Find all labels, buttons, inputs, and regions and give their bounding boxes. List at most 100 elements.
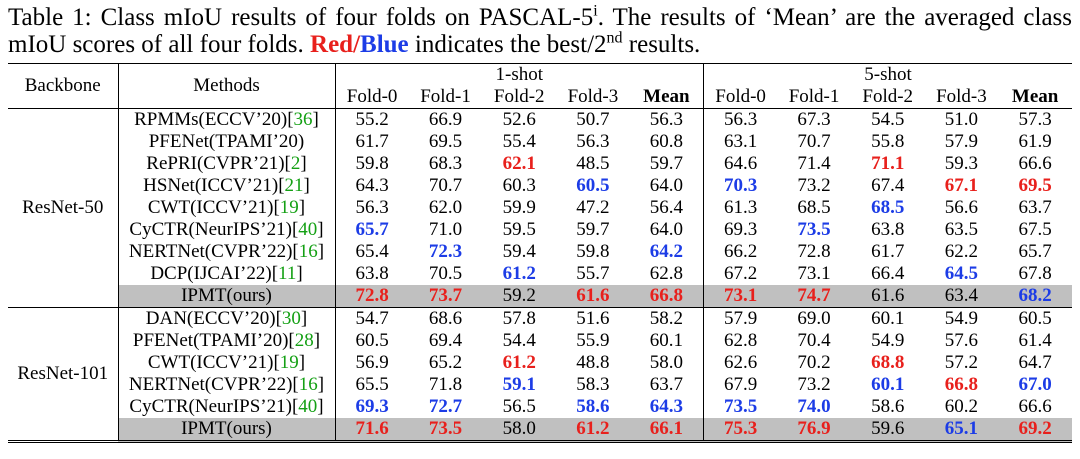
column-header: Fold-3 [924, 86, 999, 109]
column-header: Fold-3 [556, 86, 630, 109]
value-cell: 60.5 [998, 307, 1072, 330]
citation: 36 [293, 109, 313, 130]
value-cell: 56.3 [703, 108, 778, 131]
value-cell: 54.9 [871, 330, 905, 351]
method-name: DCP(IJCAI’22)[ [150, 263, 279, 284]
value-cell: 74.0 [797, 396, 831, 417]
value-cell: 68.5 [797, 197, 831, 218]
method-cell: IPMT(ours) [118, 418, 336, 442]
value-cell: 66.2 [723, 241, 758, 262]
method-name: PFENet(TPAMI’20) [148, 131, 305, 152]
citation: 40 [298, 396, 318, 417]
value-cell: 66.6 [1018, 153, 1052, 174]
value-cell: 61.6 [556, 285, 630, 308]
value-cell: 56.4 [629, 197, 704, 219]
method-cell: PFENet(TPAMI’20)[28] [118, 330, 336, 352]
group-header: 5-shot [864, 64, 912, 85]
value-cell: 59.7 [576, 219, 610, 240]
method-cell: HSNet(ICCV’21)[21] [118, 175, 336, 197]
value-cell: 55.4 [502, 131, 536, 152]
value-cell: 56.3 [576, 131, 610, 152]
value-cell: 76.9 [777, 418, 851, 442]
value-cell: 57.9 [703, 307, 778, 330]
value-cell: 71.0 [428, 219, 463, 240]
value-cell: 56.3 [629, 108, 704, 131]
value-cell: 61.7 [355, 131, 389, 152]
column-header: Mean [998, 86, 1072, 109]
value-cell: 73.2 [797, 175, 831, 196]
value-cell: 67.1 [944, 175, 979, 196]
citation-bracket: ] [298, 352, 306, 373]
value-cell: 69.5 [1018, 175, 1052, 196]
citation: 11 [278, 263, 297, 284]
value-cell: 57.6 [944, 330, 979, 351]
backbone-cell: ResNet-50 [8, 108, 119, 308]
table-row: IPMT(ours) 71.6 73.5 58.0 61.2 66.1 75.3 76.9 59… [8, 418, 1072, 442]
table-row: NERTNet(CVPR’22)[16] 65.4 72.3 59.4 59.8 64.2… [8, 241, 1072, 263]
value-cell: 67.0 [1018, 374, 1052, 395]
value-cell: 68.3 [428, 153, 463, 174]
method-cell: RPMMs(ECCV’20)[36] [118, 108, 336, 131]
value-cell: 58.0 [482, 418, 557, 442]
method-name: NERTNet(CVPR’22)[ [128, 374, 299, 395]
header-cell: Methods [118, 63, 336, 109]
value-cell: 67.4 [871, 175, 905, 196]
value-cell: 69.3 [355, 396, 389, 417]
value-cell: 58.6 [871, 396, 905, 417]
value-cell: 60.2 [944, 396, 979, 417]
value-cell: 62.8 [629, 263, 704, 285]
value-cell: 74.7 [777, 285, 851, 308]
value-cell: 68.5 [871, 197, 905, 218]
method-cell: CWT(ICCV’21)[19] [118, 352, 336, 374]
value-cell: 71.6 [335, 418, 409, 442]
value-cell: 55.9 [576, 330, 610, 351]
method-cell: IPMT(ours) [118, 285, 336, 308]
value-cell: 68.2 [998, 285, 1072, 308]
value-cell: 64.0 [629, 175, 704, 197]
value-cell: 72.7 [428, 396, 463, 417]
method-name: NERTNet(CVPR’22)[ [128, 241, 299, 262]
method-cell: RePRI(CVPR’21)[2] [118, 153, 336, 175]
value-cell: 66.6 [1018, 396, 1052, 417]
citation-bracket: ] [300, 153, 307, 174]
citation: 19 [279, 352, 299, 373]
value-cell: 60.1 [629, 330, 704, 352]
table-row: CWT(ICCV’21)[19] 56.9 65.2 61.2 48.8 58.0 62.6… [8, 352, 1072, 374]
caption: Table 1: Class mIoU results of four fold… [8, 3, 1072, 58]
value-cell: 67.5 [1018, 219, 1052, 240]
value-cell: 61.4 [1018, 330, 1052, 351]
value-cell: 69.4 [428, 330, 463, 351]
value-cell: 62.2 [944, 241, 979, 262]
value-cell: 59.5 [502, 219, 536, 240]
value-cell: 63.8 [355, 263, 389, 284]
table-row: DCP(IJCAI’22)[11] 63.8 70.5 61.2 55.7 62.8 67.… [8, 263, 1072, 285]
value-cell: 65.7 [355, 219, 389, 240]
value-cell: 62.1 [502, 153, 536, 174]
value-cell: 70.5 [428, 263, 463, 284]
value-cell: 52.6 [482, 108, 557, 131]
method-cell: PFENet(TPAMI’20) [118, 131, 336, 153]
column-header: Fold-0 [703, 86, 778, 109]
value-cell: 64.5 [944, 263, 979, 284]
value-cell: 66.1 [629, 418, 704, 442]
citation: 28 [294, 330, 314, 351]
caption-text: results. [622, 31, 701, 58]
value-cell: 62.6 [723, 352, 758, 373]
value-cell: 71.1 [871, 153, 905, 174]
value-cell: 61.2 [502, 352, 536, 373]
value-cell: 59.3 [944, 153, 979, 174]
table-row: CyCTR(NeurIPS’21)[40] 69.3 72.7 56.5 58.6 64.… [8, 396, 1072, 418]
table-row: CyCTR(NeurIPS’21)[40] 65.7 71.0 59.5 59.7 64.… [8, 219, 1072, 241]
value-cell: 64.0 [629, 219, 704, 241]
value-cell: 59.7 [629, 153, 704, 175]
citation: 40 [298, 219, 318, 240]
value-cell: 64.3 [629, 396, 704, 418]
value-cell: 70.7 [797, 131, 831, 152]
value-cell: 66.8 [629, 285, 704, 308]
value-cell: 47.2 [576, 197, 610, 218]
caption-slash: / [353, 31, 361, 58]
table-row: ResNet-50 RPMMs(ECCV’20)[36] 55.2 66.9 52.6 5… [8, 108, 1072, 308]
value-cell: 59.8 [355, 153, 389, 174]
value-cell: 60.1 [871, 374, 905, 395]
